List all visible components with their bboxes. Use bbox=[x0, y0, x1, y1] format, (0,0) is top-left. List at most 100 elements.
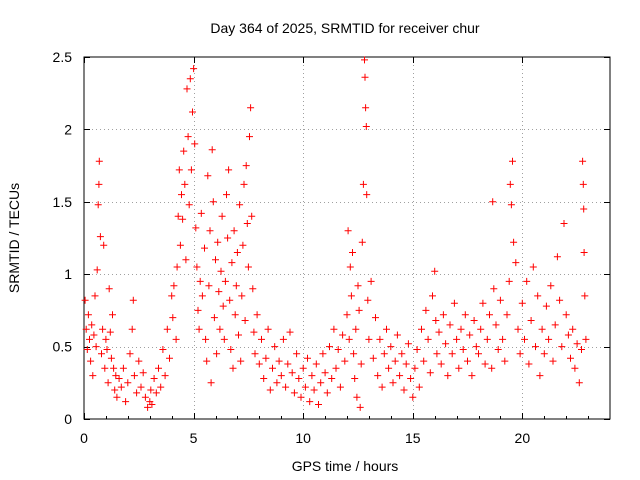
data-point bbox=[224, 234, 232, 242]
data-point bbox=[231, 311, 239, 319]
data-point bbox=[468, 372, 476, 380]
data-point bbox=[122, 398, 130, 406]
data-point bbox=[301, 383, 309, 391]
data-point bbox=[575, 379, 583, 387]
data-point bbox=[262, 354, 270, 362]
data-point bbox=[178, 191, 185, 199]
data-point bbox=[206, 227, 214, 235]
y-tick-label: 2.5 bbox=[53, 49, 73, 65]
data-point bbox=[549, 357, 557, 365]
y-tick-label: 1.5 bbox=[53, 194, 73, 210]
data-point bbox=[105, 285, 113, 293]
data-point bbox=[527, 317, 535, 324]
x-axis-label: GPS time / hours bbox=[292, 458, 399, 474]
data-point bbox=[264, 325, 272, 333]
data-point bbox=[221, 277, 229, 285]
data-point bbox=[553, 253, 561, 261]
data-point bbox=[255, 360, 263, 368]
data-point bbox=[556, 296, 564, 304]
data-point bbox=[212, 256, 219, 264]
data-point bbox=[218, 212, 226, 220]
data-point bbox=[84, 311, 92, 319]
data-point bbox=[446, 321, 454, 329]
data-point bbox=[106, 328, 114, 336]
data-point bbox=[98, 350, 105, 358]
data-point bbox=[347, 292, 355, 300]
plot-frame bbox=[83, 56, 611, 420]
data-point bbox=[220, 335, 228, 343]
data-point bbox=[442, 340, 450, 348]
data-point bbox=[186, 75, 194, 83]
data-point bbox=[378, 383, 386, 391]
data-point bbox=[238, 292, 246, 300]
data-point bbox=[201, 244, 208, 252]
data-point bbox=[197, 209, 205, 217]
data-point bbox=[503, 311, 511, 319]
data-point bbox=[204, 172, 212, 180]
data-point bbox=[567, 354, 574, 362]
data-point bbox=[217, 267, 225, 275]
data-point bbox=[82, 325, 90, 333]
data-point bbox=[124, 379, 132, 387]
data-point bbox=[353, 393, 361, 401]
data-point bbox=[192, 224, 200, 232]
data-point bbox=[439, 311, 447, 319]
data-point bbox=[193, 263, 201, 271]
data-point bbox=[86, 335, 93, 343]
data-point bbox=[227, 346, 235, 353]
data-point bbox=[266, 386, 274, 394]
data-point bbox=[96, 233, 104, 241]
data-point bbox=[244, 263, 252, 271]
grid-lines bbox=[84, 57, 610, 419]
data-point bbox=[181, 180, 189, 188]
data-point bbox=[100, 241, 108, 249]
data-point bbox=[472, 343, 480, 351]
data-point bbox=[400, 386, 408, 394]
data-point bbox=[420, 357, 428, 365]
data-point bbox=[483, 335, 491, 343]
data-point bbox=[352, 325, 360, 333]
data-point bbox=[180, 147, 188, 155]
data-point bbox=[558, 343, 566, 351]
y-tick-label: 2 bbox=[64, 121, 72, 137]
y-tick-label: 1 bbox=[64, 266, 72, 282]
data-point bbox=[109, 311, 116, 319]
data-point bbox=[148, 401, 156, 408]
data-point bbox=[393, 331, 401, 339]
data-point bbox=[126, 350, 134, 358]
data-point bbox=[461, 311, 469, 319]
data-point bbox=[194, 306, 202, 314]
data-point bbox=[277, 372, 285, 380]
data-point bbox=[326, 343, 333, 351]
data-point bbox=[208, 146, 216, 154]
data-point bbox=[433, 350, 441, 358]
data-point bbox=[176, 241, 184, 249]
data-point bbox=[424, 335, 432, 343]
data-point bbox=[306, 398, 314, 406]
data-point bbox=[253, 311, 261, 319]
data-point bbox=[150, 375, 158, 382]
data-point bbox=[243, 220, 251, 227]
data-point bbox=[361, 73, 369, 81]
data-point bbox=[107, 354, 115, 362]
data-point bbox=[532, 343, 539, 351]
data-point bbox=[202, 335, 210, 343]
data-point bbox=[339, 331, 347, 339]
data-point bbox=[488, 364, 496, 372]
data-point bbox=[477, 325, 485, 333]
data-point bbox=[112, 372, 120, 380]
data-point bbox=[364, 296, 372, 304]
data-point bbox=[510, 238, 518, 246]
data-point bbox=[383, 325, 390, 333]
data-point bbox=[578, 346, 585, 353]
data-point bbox=[448, 350, 456, 358]
data-point bbox=[139, 369, 147, 377]
data-point bbox=[135, 357, 143, 365]
data-point bbox=[229, 364, 237, 372]
data-point bbox=[355, 306, 363, 314]
data-point bbox=[582, 335, 590, 343]
data-point bbox=[159, 346, 167, 353]
axis-ticks: 0 5 10 15 20 0 0.5 1 1.5 2 2.5 bbox=[53, 49, 610, 446]
data-point bbox=[538, 325, 546, 333]
data-point bbox=[398, 350, 406, 358]
